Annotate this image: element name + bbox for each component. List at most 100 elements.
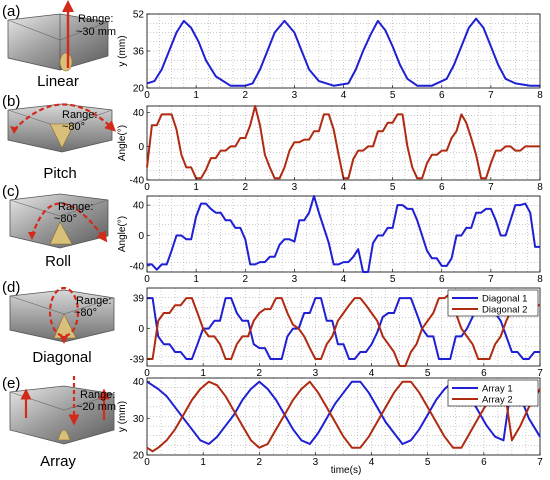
y-tick-label: 36 (133, 47, 145, 58)
x-tick-label: 6 (439, 90, 445, 101)
legend-box (447, 379, 539, 407)
series-line-array-2 (146, 380, 541, 453)
x-tick-label: 3 (292, 182, 298, 193)
y-tick-label: -39 (130, 354, 145, 365)
x-tick-label: 8 (537, 90, 543, 101)
y-tick-label: -40 (130, 261, 145, 272)
panel-c-range-label: Range: (58, 201, 93, 213)
panel-c-letter: (c) (2, 183, 20, 200)
x-tick-label: 5 (390, 274, 396, 285)
x-tick-label: 7 (488, 274, 494, 285)
legend-label: Diagonal 1 (482, 294, 527, 305)
series-line-1 (146, 17, 540, 87)
y-tick-label: 52 (133, 10, 145, 21)
series-line-1 (147, 195, 540, 273)
y-tick-label: 40 (133, 377, 145, 388)
y-tick-label: 20 (133, 84, 145, 95)
panel-d-name: Diagonal (32, 349, 91, 366)
panel-b-name: Pitch (43, 165, 76, 182)
x-tick-label: 1 (200, 368, 206, 379)
x-tick-label: 4 (369, 457, 375, 468)
legend-box (447, 289, 539, 317)
panel-d-letter: (d) (2, 279, 20, 296)
x-tick-label: 8 (537, 274, 543, 285)
panel-a-range-label: Range: (78, 13, 113, 25)
x-tick-label: 0 (144, 457, 150, 468)
x-tick-label: 6 (439, 182, 445, 193)
plot-frame (146, 377, 541, 456)
panel-e-name: Array (40, 453, 76, 470)
chart-1: 0 1 2 3 4 5 6 7 8 20 36 52 y (mm) (117, 10, 543, 102)
plot-frame (146, 287, 541, 367)
panel-a-name: Linear (37, 73, 79, 90)
x-tick-label: 7 (537, 457, 543, 468)
x-tick-label: 3 (313, 368, 319, 379)
legend-label: Diagonal 2 (482, 305, 527, 316)
y-axis-label: y (mm) (117, 401, 128, 432)
y-tick-label: 0 (138, 324, 144, 335)
x-tick-label: 0 (144, 368, 150, 379)
x-tick-label: 6 (481, 457, 487, 468)
x-tick-label: 5 (425, 368, 431, 379)
x-tick-label: 5 (425, 457, 431, 468)
y-axis-label: y (mm) (117, 35, 128, 66)
y-tick-label: 30 (133, 414, 145, 425)
diagonal-arrow-icon (48, 286, 80, 338)
x-tick-label: 4 (341, 274, 347, 285)
x-tick-label: 3 (292, 274, 298, 285)
legend-label: Array 1 (482, 384, 513, 395)
x-tick-label: 2 (242, 90, 248, 101)
y-axis-label: Angle(°) (117, 216, 128, 252)
y-tick-label: 40 (133, 201, 145, 212)
x-tick-label: 7 (488, 90, 494, 101)
x-tick-label: 4 (341, 182, 347, 193)
y-tick-label: 0 (138, 231, 144, 242)
x-tick-label: 3 (313, 457, 319, 468)
chart-3: 0 1 2 3 4 5 6 7 8 -40 0 40 Angle(°) (117, 195, 543, 285)
panel-b-range-label: Range: (62, 109, 97, 121)
panel-e-illustration: (e) Range: ~20 mm Array (2, 375, 116, 470)
x-tick-label: 2 (257, 457, 263, 468)
x-tick-label: 0 (144, 274, 150, 285)
x-tick-label: 1 (193, 274, 199, 285)
panel-a-letter: (a) (2, 3, 20, 20)
panel-e-range-label: Range: (80, 389, 115, 401)
plot-frame (146, 195, 541, 273)
panel-b-illustration: (b) Range: ~80° Pitch (2, 93, 116, 182)
pitch-arrow-icon (13, 103, 116, 132)
x-tick-label: 5 (390, 182, 396, 193)
x-tick-label: 7 (537, 368, 543, 379)
series-line-diagonal-2 (147, 292, 540, 367)
panel-b-letter: (b) (2, 93, 20, 110)
x-tick-label: 1 (200, 457, 206, 468)
legend-label: Array 2 (482, 395, 513, 406)
panel-e-range-value: ~20 mm (76, 401, 116, 413)
y-tick-label: 20 (133, 451, 145, 462)
x-tick-label: 2 (242, 274, 248, 285)
x-tick-label: 6 (481, 368, 487, 379)
x-tick-label: 0 (144, 182, 150, 193)
y-tick-label: -40 (130, 176, 145, 187)
x-tick-label: 1 (193, 182, 199, 193)
panel-e-letter: (e) (2, 375, 20, 392)
x-tick-label: 1 (193, 90, 199, 101)
panel-c-range-value: ~80° (54, 213, 77, 225)
panel-c-name: Roll (45, 253, 71, 270)
panel-a-range-value: ~30 mm (76, 26, 116, 38)
y-tick-label: 40 (133, 108, 145, 119)
x-tick-label: 4 (341, 90, 347, 101)
y-tick-label: 0 (138, 142, 144, 153)
panel-d-illustration: (d) Range: ~80° Diagonal (2, 279, 115, 366)
panel-d-range-value: ~80° (74, 307, 97, 319)
y-tick-label: 39 (133, 294, 145, 305)
panel-c-illustration: (c) Range: ~80° Roll (2, 183, 109, 270)
panel-d-range-label: Range: (76, 295, 111, 307)
diagonal-actuator-shape (9, 289, 115, 343)
